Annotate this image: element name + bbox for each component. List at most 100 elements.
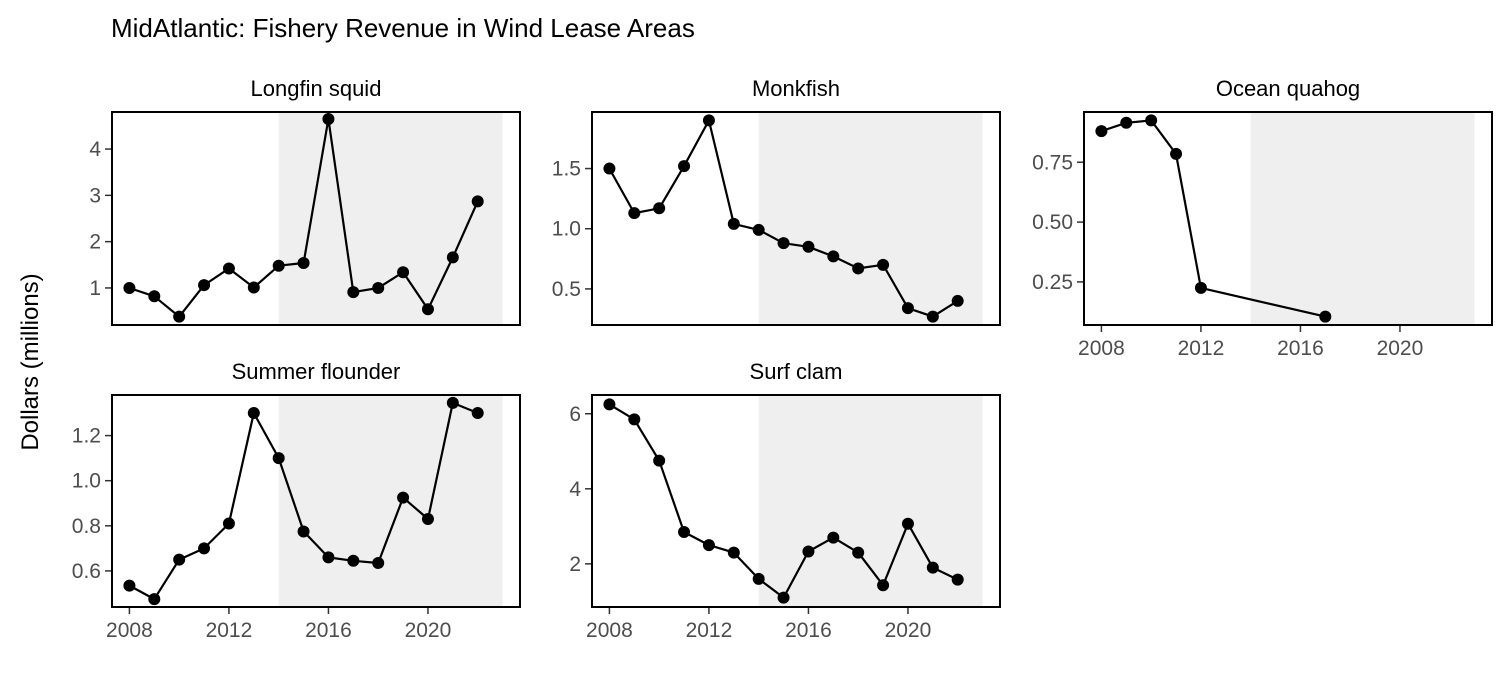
y-tick-label: 1.0	[72, 470, 101, 493]
data-point	[901, 302, 914, 315]
data-point	[678, 525, 691, 538]
data-point	[777, 591, 790, 604]
data-point	[1145, 114, 1158, 127]
data-point	[446, 251, 459, 264]
data-point	[1120, 116, 1133, 129]
panel-border-ocean-quahog	[1083, 111, 1493, 326]
data-point	[372, 557, 385, 570]
data-point	[702, 114, 715, 127]
data-point	[397, 266, 410, 279]
data-point	[247, 281, 260, 294]
y-tick-label: 3	[89, 184, 101, 207]
data-point	[852, 546, 865, 559]
x-tick-label: 2012	[1178, 337, 1225, 360]
data-point	[421, 513, 434, 526]
data-point	[247, 407, 260, 420]
y-tick-label: 4	[89, 138, 101, 161]
data-point	[603, 398, 616, 411]
x-tick-label: 2008	[106, 619, 153, 642]
x-tick-label: 2008	[1078, 337, 1125, 360]
data-point	[1170, 147, 1183, 160]
data-point	[1095, 125, 1108, 138]
data-point	[628, 207, 641, 220]
data-point	[1194, 281, 1207, 294]
y-tick-label: 0.6	[72, 560, 101, 583]
y-tick-label: 0.50	[1032, 211, 1073, 234]
x-tick-label: 2008	[586, 619, 633, 642]
data-point	[272, 452, 285, 465]
data-point	[777, 237, 790, 250]
data-point	[421, 303, 434, 316]
x-tick-label: 2012	[686, 619, 733, 642]
x-tick-label: 2016	[305, 619, 352, 642]
data-point	[926, 561, 939, 574]
data-point	[1319, 310, 1332, 323]
facet-label-summer-flounder: Summer flounder	[232, 359, 401, 384]
data-point	[926, 310, 939, 323]
data-point	[877, 258, 890, 271]
data-point	[347, 554, 360, 567]
facet-label-longfin-squid: Longfin squid	[251, 76, 382, 101]
data-point	[297, 256, 310, 269]
data-point	[702, 539, 715, 552]
y-tick-label: 4	[569, 478, 581, 501]
data-point	[148, 290, 161, 303]
data-point	[272, 259, 285, 272]
data-point	[297, 525, 310, 538]
data-point	[471, 195, 484, 208]
data-point	[951, 573, 964, 586]
data-point	[628, 413, 641, 426]
data-point	[222, 517, 235, 530]
data-point	[802, 240, 815, 253]
data-point	[173, 310, 186, 323]
y-tick-label: 1.5	[552, 158, 581, 181]
shaded-region-ocean-quahog	[1250, 112, 1475, 325]
panel-border-surf-clam	[591, 394, 1001, 608]
data-point	[222, 262, 235, 275]
panel-border-longfin-squid	[111, 111, 521, 326]
y-tick-label: 2	[569, 553, 581, 576]
data-point	[877, 579, 890, 592]
y-tick-label: 0.5	[552, 278, 581, 301]
y-tick-label: 1.2	[72, 425, 101, 448]
x-tick-label: 2012	[206, 619, 253, 642]
panel-border-summer-flounder	[111, 394, 521, 608]
data-point	[951, 294, 964, 307]
data-point	[827, 531, 840, 544]
data-point	[752, 223, 765, 236]
y-tick-label: 1.0	[552, 218, 581, 241]
y-tick-label: 1	[89, 277, 101, 300]
facet-label-ocean-quahog: Ocean quahog	[1216, 76, 1360, 101]
facet-label-surf-clam: Surf clam	[750, 359, 843, 384]
data-point	[603, 162, 616, 175]
shaded-region-longfin-squid	[278, 112, 503, 325]
data-point	[471, 407, 484, 420]
x-tick-label: 2020	[405, 619, 452, 642]
data-point	[123, 579, 136, 592]
x-tick-label: 2020	[1377, 337, 1424, 360]
data-point	[852, 262, 865, 275]
x-tick-label: 2016	[1277, 337, 1324, 360]
data-point	[653, 454, 666, 467]
y-tick-label: 6	[569, 403, 581, 426]
shaded-region-monkfish	[758, 112, 983, 325]
data-point	[198, 279, 211, 292]
data-point	[123, 281, 136, 294]
data-point	[173, 553, 186, 566]
data-point	[802, 545, 815, 558]
data-point	[347, 286, 360, 299]
panel-border-monkfish	[591, 111, 1001, 326]
data-point	[397, 491, 410, 504]
data-point	[827, 250, 840, 263]
data-point	[322, 551, 335, 564]
data-point	[148, 593, 161, 606]
x-tick-label: 2020	[885, 619, 932, 642]
chart-title: MidAtlantic: Fishery Revenue in Wind Lea…	[111, 13, 695, 43]
data-point	[727, 546, 740, 559]
y-tick-label: 0.8	[72, 515, 101, 538]
y-tick-label: 2	[89, 231, 101, 254]
y-tick-label: 0.75	[1032, 151, 1073, 174]
data-point	[446, 396, 459, 409]
data-point	[901, 517, 914, 530]
